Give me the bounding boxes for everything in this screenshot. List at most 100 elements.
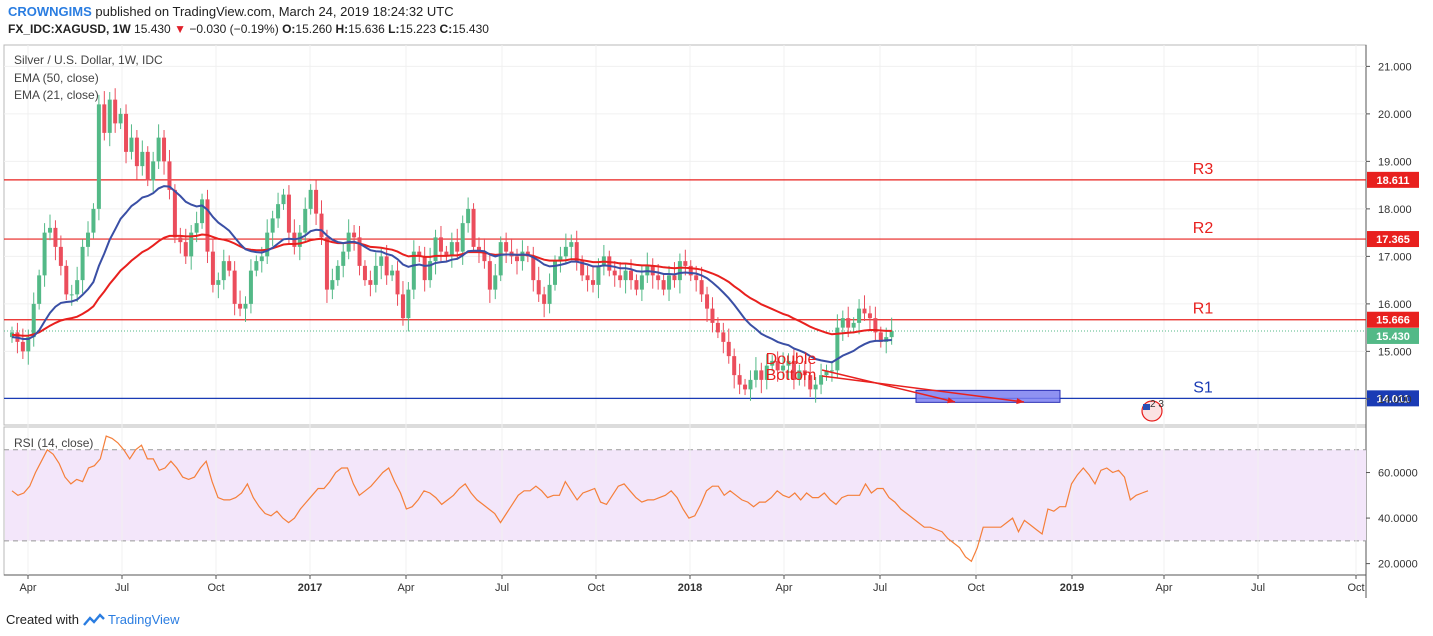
candle-body xyxy=(390,270,395,276)
candle-body xyxy=(341,251,346,266)
high-value: 15.636 xyxy=(348,22,385,36)
candle-body xyxy=(607,256,612,271)
candle-body xyxy=(558,256,563,262)
chart-header: CROWNGIMS published on TradingView.com, … xyxy=(8,4,454,19)
candle-body xyxy=(167,161,172,190)
x-tick-label: Apr xyxy=(775,582,792,594)
tradingview-brand[interactable]: TradingView xyxy=(108,612,180,627)
candle-body xyxy=(205,199,210,252)
candle-body xyxy=(770,360,775,366)
y-tick-label: 15.000 xyxy=(1378,346,1412,358)
candle-body xyxy=(857,308,862,323)
candle-body xyxy=(107,99,112,133)
candle-body xyxy=(232,270,237,304)
price-label-box xyxy=(1367,311,1419,328)
candle-body xyxy=(699,280,704,295)
candle-body xyxy=(113,99,118,124)
x-tick-label: 2019 xyxy=(1060,582,1084,594)
candle-body xyxy=(569,242,574,247)
x-tick-label: Oct xyxy=(1347,582,1364,594)
candle-body xyxy=(178,237,183,243)
candle-body xyxy=(677,261,682,281)
candle-body xyxy=(574,242,579,262)
candle-body xyxy=(781,365,786,371)
candle-body xyxy=(656,275,661,281)
open-value: 15.260 xyxy=(295,22,333,36)
annotation-arrow-2 xyxy=(821,375,1025,403)
candle-body xyxy=(80,246,85,281)
candle-body xyxy=(400,294,405,319)
ema50-legend[interactable]: EMA (50, close) xyxy=(14,71,99,85)
candle-body xyxy=(324,237,329,290)
level-label-r3: R3 xyxy=(1193,161,1214,178)
candle-body xyxy=(487,261,492,290)
candle-body xyxy=(471,208,476,247)
double-bottom-box xyxy=(915,389,1061,403)
candle-body xyxy=(162,137,167,162)
candle-body xyxy=(172,189,177,238)
ema21-line xyxy=(11,185,892,364)
price-change: −0.030 (−0.19%) xyxy=(189,22,279,36)
candle-body xyxy=(156,137,161,162)
candle-body xyxy=(102,104,107,133)
candle-body xyxy=(618,275,623,281)
candle-body xyxy=(623,270,628,281)
x-tick-label: 2017 xyxy=(298,582,322,594)
author-name[interactable]: CROWNGIMS xyxy=(8,4,92,19)
candle-body xyxy=(629,270,634,281)
x-tick-label: 2018 xyxy=(678,582,702,594)
ema21-legend[interactable]: EMA (21, close) xyxy=(14,88,99,102)
candle-body xyxy=(829,370,834,372)
candle-body xyxy=(384,256,389,276)
rsi-legend[interactable]: RSI (14, close) xyxy=(14,436,94,450)
candle-body xyxy=(672,275,677,281)
candle-body xyxy=(134,137,139,167)
candle-body xyxy=(667,275,672,290)
candle-body xyxy=(140,151,145,167)
candle-body xyxy=(547,284,552,304)
candle-body xyxy=(455,242,460,252)
level-label-r1: R1 xyxy=(1193,301,1214,318)
candle-body xyxy=(248,270,253,304)
last-price: 15.430 xyxy=(134,22,171,36)
annotation-arrow-1-head xyxy=(947,397,955,404)
price-label-box xyxy=(1367,171,1419,188)
candle-body xyxy=(276,204,281,219)
candle-body xyxy=(438,237,443,252)
candle-body xyxy=(743,384,748,390)
candle-body xyxy=(612,270,617,276)
candle-body xyxy=(835,327,840,371)
candle-body xyxy=(813,384,818,390)
y-tick-label: 19.000 xyxy=(1378,156,1412,168)
rsi-y-tick-label: 20.0000 xyxy=(1378,559,1418,571)
price-label: 15.666 xyxy=(1376,315,1410,327)
annotation-label: Bottom xyxy=(766,367,817,384)
candle-body xyxy=(31,303,36,338)
x-tick-label: Apr xyxy=(19,582,36,594)
candle-body xyxy=(634,280,639,290)
candle-body xyxy=(873,318,878,333)
candle-body xyxy=(851,322,856,328)
candle-body xyxy=(585,275,590,281)
candle-body xyxy=(53,227,58,247)
last-price-box xyxy=(1367,327,1419,344)
low-key: L: xyxy=(388,22,400,36)
candle-body xyxy=(221,261,226,281)
candle-body xyxy=(476,246,481,252)
candle-body xyxy=(867,313,872,319)
candle-body xyxy=(428,261,433,281)
candle-body xyxy=(764,365,769,380)
price-label: 17.365 xyxy=(1376,234,1410,246)
price-label: 18.611 xyxy=(1376,175,1409,187)
chart-title[interactable]: Silver / U.S. Dollar, 1W, IDC xyxy=(14,53,163,67)
rsi-y-tick-label: 60.0000 xyxy=(1378,468,1418,480)
candle-body xyxy=(124,113,129,152)
main-pane[interactable] xyxy=(3,44,1367,426)
candle-body xyxy=(395,270,400,295)
symbol-name[interactable]: FX_IDC:XAGUSD, 1W xyxy=(8,22,131,36)
candle-body xyxy=(335,265,340,281)
candle-body xyxy=(183,242,188,257)
candle-body xyxy=(20,341,25,352)
candle-body xyxy=(210,251,215,285)
